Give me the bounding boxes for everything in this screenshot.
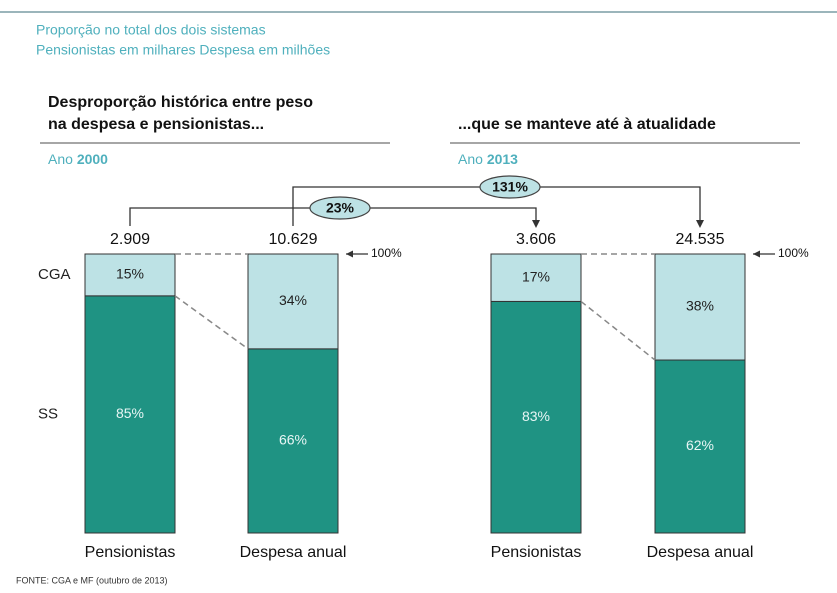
x-tick-label: Despesa anual	[240, 544, 347, 561]
bar-segment	[247, 253, 339, 350]
total-label: 2.909	[110, 231, 150, 248]
bar-segment	[490, 253, 582, 302]
header-line: Pensionistas em milhares Despesa em milh…	[36, 42, 330, 58]
growth-arrowhead	[532, 220, 540, 228]
bar-segment	[247, 348, 339, 534]
value-label: 38%	[686, 298, 714, 314]
year-prefix: Ano	[48, 151, 73, 167]
tick-label: 100%	[778, 246, 809, 260]
x-tick-label: Despesa anual	[647, 544, 754, 561]
value-label: 17%	[522, 268, 550, 284]
bar-segment	[84, 295, 176, 534]
header-line: Proporção no total dos dois sistemas	[36, 22, 266, 38]
bar-segment	[654, 253, 746, 361]
panel-title: na despesa e pensionistas...	[48, 116, 264, 133]
value-label: 85%	[116, 405, 144, 421]
panel-year: Ano 2013	[458, 151, 518, 167]
source: FONTE: CGA e MF (outubro de 2013)	[16, 575, 168, 585]
growth-badge	[309, 196, 371, 220]
value-label: 34%	[279, 292, 307, 308]
value-label: 66%	[279, 432, 307, 448]
series-label: CGA	[38, 266, 71, 283]
total-label: 3.606	[516, 231, 556, 248]
panel-year: Ano 2000	[48, 151, 108, 167]
tick-arrowhead	[346, 250, 353, 258]
tick-label: 100%	[371, 246, 402, 260]
value-label: 83%	[522, 408, 550, 424]
value-label: 15%	[116, 266, 144, 282]
connector	[174, 295, 249, 350]
series-label: SS	[38, 405, 58, 422]
growth-arrowhead	[696, 220, 704, 228]
x-tick-label: Pensionistas	[85, 544, 176, 561]
tick-arrowhead	[753, 250, 760, 258]
bar-segment	[654, 359, 746, 534]
panel-title: Desproporção histórica entre peso	[48, 94, 313, 111]
year-prefix: Ano	[458, 151, 483, 167]
panel-title: ...que se manteve até à atualidade	[458, 116, 716, 133]
total-label: 10.629	[269, 231, 318, 248]
x-tick-label: Pensionistas	[491, 544, 582, 561]
total-label: 24.535	[676, 231, 725, 248]
year: 2013	[487, 151, 518, 167]
growth-badge	[479, 175, 541, 199]
connector	[580, 300, 656, 361]
year: 2000	[77, 151, 108, 167]
growth-label: 23%	[326, 200, 355, 216]
bar-segment	[490, 300, 582, 534]
bar-segment	[84, 253, 176, 297]
value-label: 62%	[686, 437, 714, 453]
growth-label: 131%	[492, 179, 528, 195]
